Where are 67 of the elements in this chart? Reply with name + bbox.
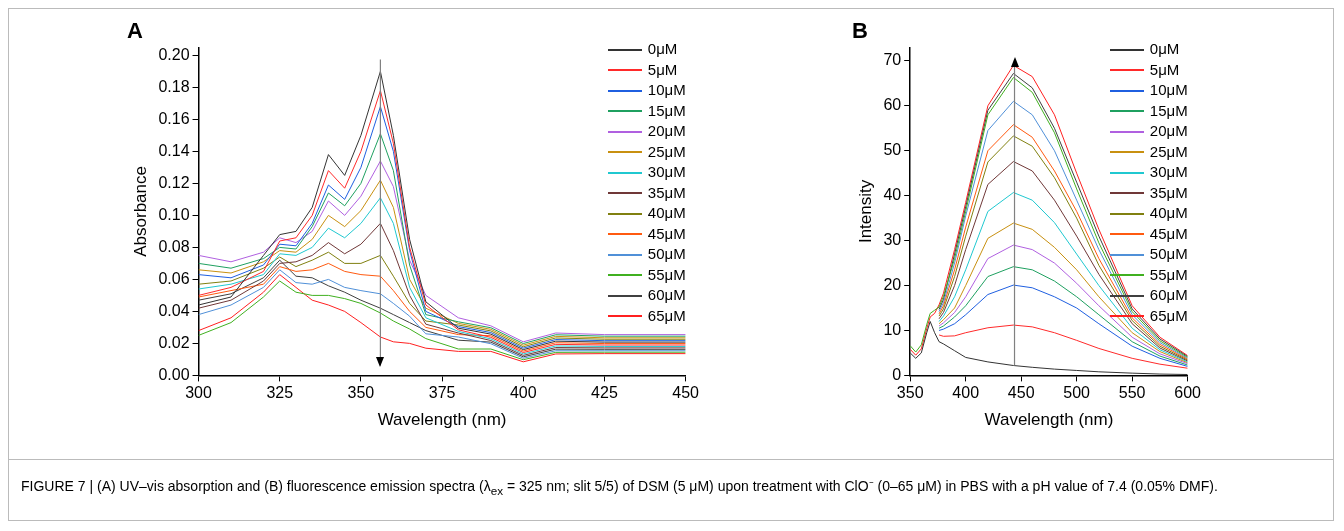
x-tick-label: 450 [672, 384, 700, 402]
legend-label: 65μM [1149, 305, 1188, 326]
legend-label: 30μM [1149, 162, 1188, 183]
x-tick-label: 375 [428, 384, 456, 402]
legend-label: 40μM [647, 203, 686, 224]
legend-label: 65μM [647, 305, 686, 326]
y-axis-title: Absorbance [130, 166, 150, 257]
legend-label: 5μM [1149, 59, 1180, 80]
y-tick-label: 0.02 [158, 333, 190, 351]
legend-label: 55μM [1149, 264, 1188, 285]
y-tick-label: 0.00 [158, 365, 190, 383]
legend-label: 60μM [1149, 285, 1188, 306]
legend-label: 0μM [1149, 39, 1180, 60]
y-tick-label: 30 [883, 231, 902, 249]
y-tick-label: 0.20 [158, 45, 190, 63]
x-tick-label: 325 [266, 384, 294, 402]
legend-label: 30μM [647, 162, 686, 183]
chart-title: B [852, 18, 868, 44]
x-tick-label: 300 [185, 384, 212, 402]
x-tick-label: 450 [1007, 384, 1035, 402]
y-tick-label: 50 [883, 141, 902, 159]
x-tick-label: 400 [509, 384, 537, 402]
legend-label: 0μM [647, 39, 678, 60]
chart-title: A [127, 18, 143, 44]
y-tick-label: 0.04 [158, 301, 190, 319]
legend-label: 20μM [1149, 121, 1188, 142]
y-tick-label: 0 [892, 365, 902, 383]
legend-label: 45μM [1149, 223, 1188, 244]
legend-label: 15μM [647, 100, 686, 121]
y-tick-label: 0.06 [158, 269, 190, 287]
x-tick-label: 350 [896, 384, 924, 402]
legend-label: 55μM [647, 264, 686, 285]
legend-label: 40μM [1149, 203, 1188, 224]
legend-label: 10μM [647, 80, 686, 101]
legend-label: 20μM [647, 121, 686, 142]
y-tick-label: 10 [883, 320, 902, 338]
y-tick-label: 0.16 [158, 109, 190, 127]
y-tick-label: 0.12 [158, 173, 190, 191]
legend-label: 5μM [647, 59, 678, 80]
x-tick-label: 425 [591, 384, 618, 402]
x-axis-title: Wavelength (nm) [377, 410, 507, 430]
legend-label: 25μM [1149, 141, 1188, 162]
y-tick-label: 0.18 [158, 77, 190, 95]
caption: FIGURE 7 | (A) UV–vis absorption and (B) fluorescence emission spectra (λ$_{ex}$ = 325 nm; slit 5/5) of DSM (5 μM) upon treatment with ClO⁻ (0–65 μM) in PBS with a pH value of 7.4 (0.05% DMF). [21, 477, 1219, 499]
legend-label: 10μM [1149, 80, 1188, 101]
y-axis-title: Intensity [855, 179, 875, 244]
legend-label: 50μM [1149, 244, 1188, 265]
legend-label: 35μM [647, 182, 686, 203]
y-tick-label: 60 [883, 96, 902, 114]
y-tick-label: 0.10 [158, 205, 190, 223]
x-tick-label: 350 [347, 384, 375, 402]
legend-label: 50μM [647, 244, 686, 265]
y-tick-label: 20 [883, 275, 902, 293]
y-tick-label: 0.08 [158, 237, 190, 255]
x-axis-title: Wavelength (nm) [984, 410, 1114, 430]
x-tick-label: 400 [952, 384, 980, 402]
x-tick-label: 550 [1118, 384, 1146, 402]
x-tick-label: 600 [1174, 384, 1202, 402]
legend-label: 35μM [1149, 182, 1188, 203]
legend-label: 25μM [647, 141, 686, 162]
y-tick-label: 40 [883, 186, 902, 204]
legend-label: 60μM [647, 285, 686, 306]
y-tick-label: 70 [883, 51, 902, 69]
legend-label: 45μM [647, 223, 686, 244]
legend-label: 15μM [1149, 100, 1188, 121]
x-tick-label: 500 [1063, 384, 1091, 402]
y-tick-label: 0.14 [158, 141, 190, 159]
